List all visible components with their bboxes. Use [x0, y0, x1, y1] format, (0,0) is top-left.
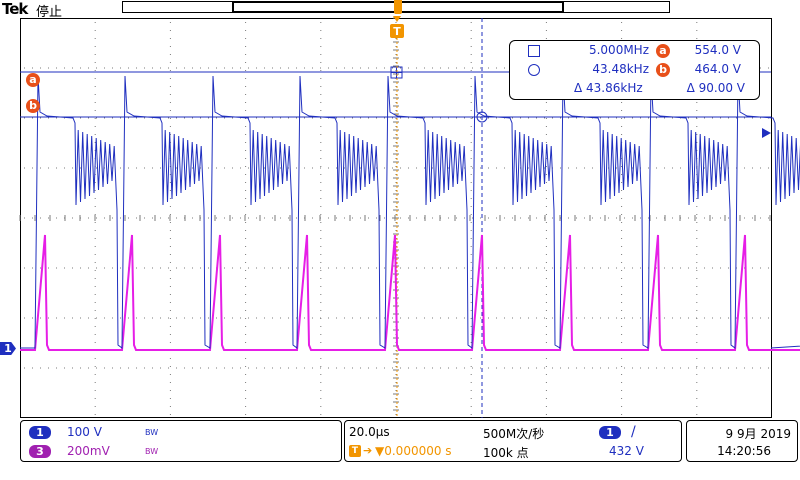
cursor-a-frequency: 5.000MHz	[588, 43, 649, 57]
datetime-panel: 9 9月 2019 14:20:56	[686, 420, 798, 462]
bottom-status-area: 1 100 V BW 3 200mV BW 20.0µs T ➔ ▼0.0000…	[0, 418, 800, 480]
arrow-right-icon: ➔	[363, 444, 373, 457]
trigger-delay-icon: T	[349, 445, 361, 457]
channel-1-bandwidth-limit: BW	[145, 428, 159, 437]
timebase-trigger-panel[interactable]: 20.0µs T ➔ ▼0.000000 s 500M次/秒 100k 点 1 …	[344, 420, 682, 462]
channel-3-badge[interactable]: 3	[29, 445, 51, 458]
delta-voltage: Δ 90.00 V	[686, 81, 745, 95]
trigger-level-arrow	[762, 128, 771, 138]
channel-1-waveform	[20, 75, 800, 349]
channel-3-bandwidth-limit: BW	[145, 447, 159, 456]
cursor-a-badge: a	[656, 44, 670, 58]
trigger-position-icon[interactable]	[394, 0, 402, 14]
cursor-a-marker[interactable]: a	[26, 73, 40, 87]
rising-edge-icon: /	[631, 424, 636, 440]
cursor-a-voltage: 554.0 V	[694, 43, 741, 57]
top-status-bar: Tek 停止	[0, 0, 800, 20]
record-length: 100k 点	[483, 446, 529, 460]
cursor-b-voltage: 464.0 V	[694, 62, 741, 76]
time-display: 14:20:56	[717, 444, 771, 458]
channel-1-scale[interactable]: 100 V	[67, 425, 102, 439]
acquisition-state: 停止	[36, 5, 63, 20]
horizontal-scale[interactable]: 20.0µs	[349, 425, 390, 439]
delta-frequency: Δ 43.86kHz	[574, 81, 643, 95]
brand-logo: Tek	[2, 0, 28, 18]
channel-3-scale[interactable]: 200mV	[67, 444, 110, 458]
trigger-level[interactable]: 432 V	[609, 444, 644, 458]
trigger-delay-value[interactable]: ▼0.000000 s	[375, 444, 452, 458]
trigger-source-badge[interactable]: 1	[599, 426, 621, 439]
cursor-b-frequency: 43.48kHz	[592, 62, 649, 76]
svg-text:T: T	[393, 25, 401, 38]
waveform-display: T	[19, 16, 800, 418]
date-display: 9 9月 2019	[725, 427, 791, 441]
cursor-b-badge: b	[656, 63, 670, 77]
channel-3-waveform	[20, 234, 800, 351]
cursor-b-circle-marker	[476, 111, 488, 123]
cursor-circle-icon	[528, 64, 540, 76]
trigger-marker-icon: T	[390, 16, 404, 38]
cursor-square-icon	[528, 45, 540, 57]
cursor-readout-panel: 5.000MHz a 554.0 V 43.48kHz b 464.0 V Δ …	[509, 40, 760, 100]
channel-1-ground-marker[interactable]: 1	[0, 342, 16, 355]
cursor-b-marker[interactable]: b	[26, 99, 40, 113]
channel-settings-panel[interactable]: 1 100 V BW 3 200mV BW	[20, 420, 342, 462]
channel-1-badge[interactable]: 1	[29, 426, 51, 439]
sample-rate: 500M次/秒	[483, 427, 545, 441]
